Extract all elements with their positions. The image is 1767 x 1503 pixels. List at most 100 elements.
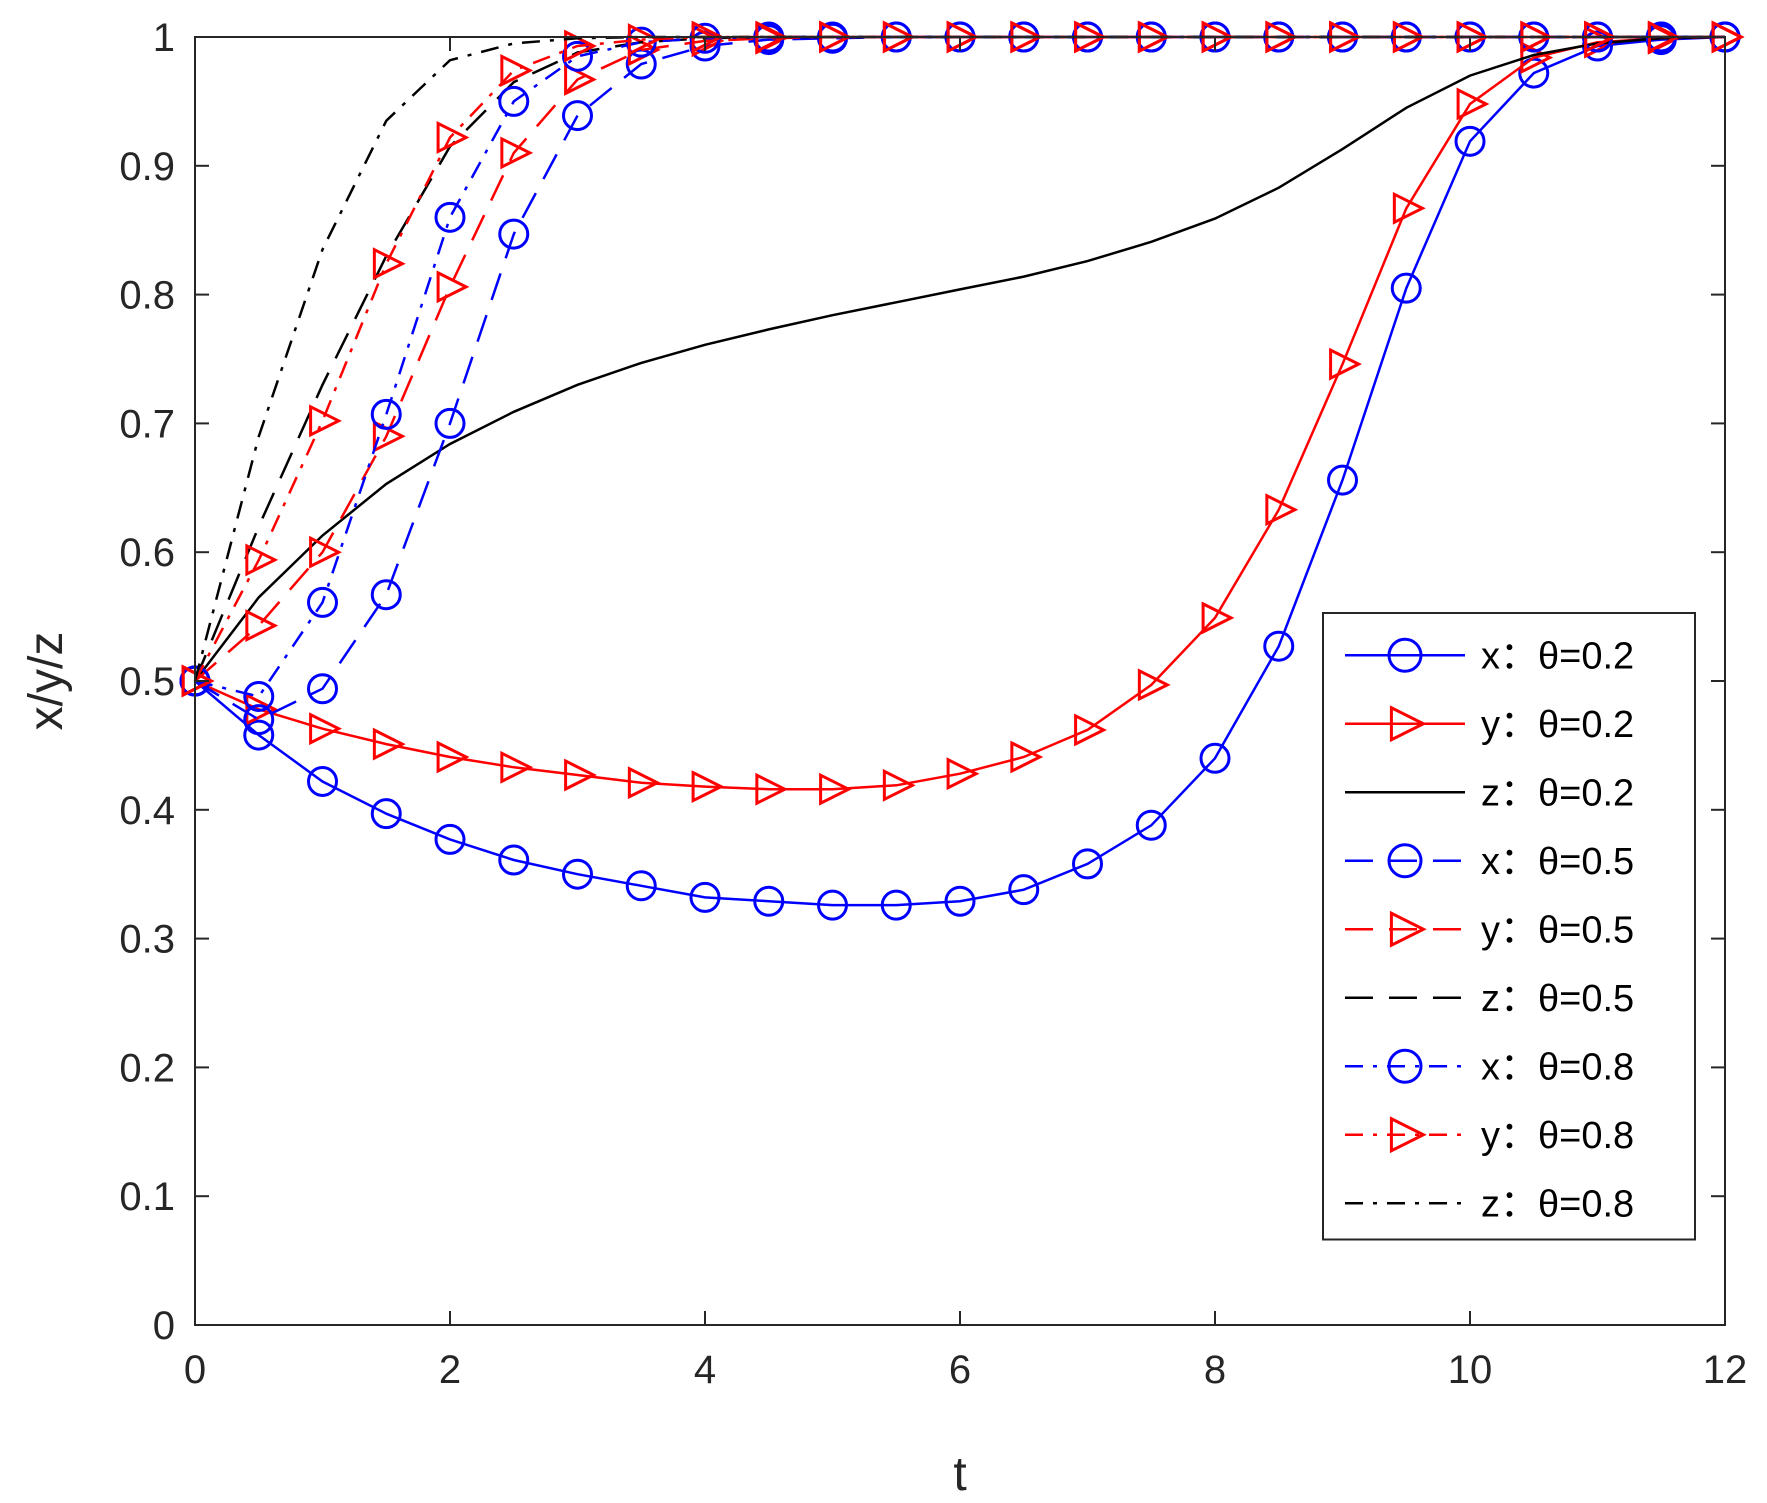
- data-point-triangle: [436, 270, 470, 304]
- ticks-layer: 0 2 4 6 8 10 12 0 0.1 0.2 0.3 0.4 0.5 0.6 0.7 0.8 0.9 1: [119, 16, 1747, 1392]
- data-point-triangle: [1389, 1116, 1427, 1154]
- legend-label: y：θ=0.8: [1481, 1115, 1634, 1157]
- legend: x：θ=0.2 y：θ=0.2 z：θ=0.2 x：θ=0.5 y：θ=0.5 z：θ=0…: [1322, 612, 1696, 1241]
- data-point-circle: [1072, 848, 1103, 880]
- data-point-triangle: [309, 404, 342, 438]
- y-tick-label: 0.2: [119, 1046, 175, 1090]
- data-point-triangle: [372, 247, 406, 281]
- data-point-circle: [434, 201, 466, 233]
- data-point-circle: [498, 844, 530, 876]
- y-tick-label: 0.1: [119, 1175, 175, 1219]
- data-point-circle: [498, 85, 530, 117]
- data-point-triangle: [500, 136, 534, 170]
- data-point-triangle: [245, 543, 279, 577]
- data-point-circle: [370, 398, 402, 430]
- data-point-triangle: [245, 692, 279, 726]
- x-tick-label: 6: [949, 1348, 971, 1392]
- data-point-triangle: [1137, 668, 1171, 702]
- legend-entry: x：θ=0.8: [1345, 1046, 1634, 1088]
- y-tick-label: 0.4: [119, 789, 175, 833]
- data-point-circle: [562, 100, 593, 132]
- legend-label: x：θ=0.8: [1481, 1046, 1634, 1088]
- y-tick-label: 0.9: [119, 145, 175, 189]
- legend-label: z：θ=0.5: [1481, 978, 1634, 1020]
- x-tick-label: 2: [439, 1348, 461, 1392]
- legend-entry: z：θ=0.5: [1345, 978, 1634, 1020]
- data-point-triangle: [436, 740, 470, 774]
- series-line: [194, 35, 1726, 682]
- data-point-triangle: [1265, 493, 1299, 527]
- legend-entry: x：θ=0.2: [1345, 635, 1634, 677]
- legend-entry: y：θ=0.2: [1345, 704, 1634, 746]
- legend-label: y：θ=0.5: [1481, 909, 1634, 951]
- data-point-circle: [880, 889, 912, 921]
- series-line: [194, 35, 1726, 791]
- y-tick-label: 0.6: [119, 531, 175, 575]
- data-point-circle: [307, 673, 338, 705]
- data-point-circle: [1387, 1048, 1423, 1084]
- data-point-triangle: [1392, 191, 1426, 225]
- data-point-triangle: [1010, 740, 1044, 774]
- data-point-circle: [1263, 630, 1295, 662]
- data-point-circle: [498, 218, 530, 250]
- data-point-circle: [1454, 125, 1486, 157]
- y-tick-label: 0: [153, 1304, 175, 1348]
- data-point-circle: [944, 885, 976, 917]
- legend-entry: z：θ=0.8: [1345, 1183, 1634, 1225]
- legend-label: y：θ=0.2: [1481, 704, 1634, 746]
- data-point-circle: [307, 586, 338, 618]
- data-point-circle: [753, 885, 785, 917]
- data-point-circle: [562, 40, 593, 72]
- data-point-circle: [243, 680, 275, 712]
- data-point-circle: [370, 579, 402, 611]
- series-line: [193, 35, 1725, 682]
- y-axis-title: x/y/z: [20, 632, 73, 731]
- data-point-triangle: [691, 770, 725, 804]
- y-tick-label: 0.3: [119, 918, 175, 962]
- data-point-triangle: [755, 772, 789, 806]
- data-point-triangle: [1329, 347, 1362, 381]
- data-point-triangle: [1456, 87, 1490, 121]
- data-point-circle: [1387, 637, 1423, 673]
- data-point-circle: [562, 858, 593, 890]
- legend-box: [1322, 612, 1696, 1241]
- data-point-triangle: [436, 121, 470, 154]
- data-point-triangle: [1389, 705, 1427, 743]
- data-point-circle: [1387, 843, 1423, 879]
- y-tick-label: 1: [153, 16, 175, 60]
- data-point-circle: [1135, 809, 1167, 841]
- data-point-triangle: [1074, 713, 1107, 747]
- data-point-triangle: [627, 766, 661, 800]
- legend-label: x：θ=0.5: [1481, 841, 1634, 883]
- legend-entry: x：θ=0.5: [1345, 841, 1634, 883]
- data-point-circle: [817, 889, 848, 921]
- series-line: [194, 35, 1726, 907]
- data-point-triangle: [309, 712, 342, 746]
- data-point-circle: [434, 407, 466, 439]
- legend-label: x：θ=0.2: [1481, 635, 1634, 677]
- data-point-triangle: [372, 727, 406, 761]
- data-point-circle: [625, 870, 657, 902]
- x-tick-label: 4: [694, 1348, 716, 1392]
- x-tick-label: 10: [1448, 1348, 1493, 1392]
- y-tick-label: 0.5: [119, 660, 175, 704]
- data-point-triangle: [500, 750, 534, 784]
- data-point-triangle: [1201, 601, 1235, 635]
- data-point-triangle: [627, 23, 661, 57]
- data-point-circle: [243, 704, 275, 736]
- data-point-triangle: [1389, 910, 1427, 948]
- x-tick-label: 0: [184, 1348, 206, 1392]
- x-tick-label: 8: [1204, 1348, 1226, 1392]
- legend-entry: z：θ=0.2: [1345, 772, 1634, 814]
- data-point-triangle: [564, 63, 597, 96]
- legend-entry: y：θ=0.8: [1345, 1115, 1634, 1157]
- y-tick-label: 0.8: [119, 274, 175, 318]
- data-point-triangle: [245, 609, 279, 643]
- data-point-triangle: [309, 535, 342, 569]
- data-point-triangle: [819, 772, 852, 806]
- data-point-circle: [434, 823, 466, 855]
- data-point-triangle: [882, 768, 916, 802]
- legend-label: z：θ=0.8: [1481, 1183, 1634, 1225]
- series-9: [193, 35, 1725, 682]
